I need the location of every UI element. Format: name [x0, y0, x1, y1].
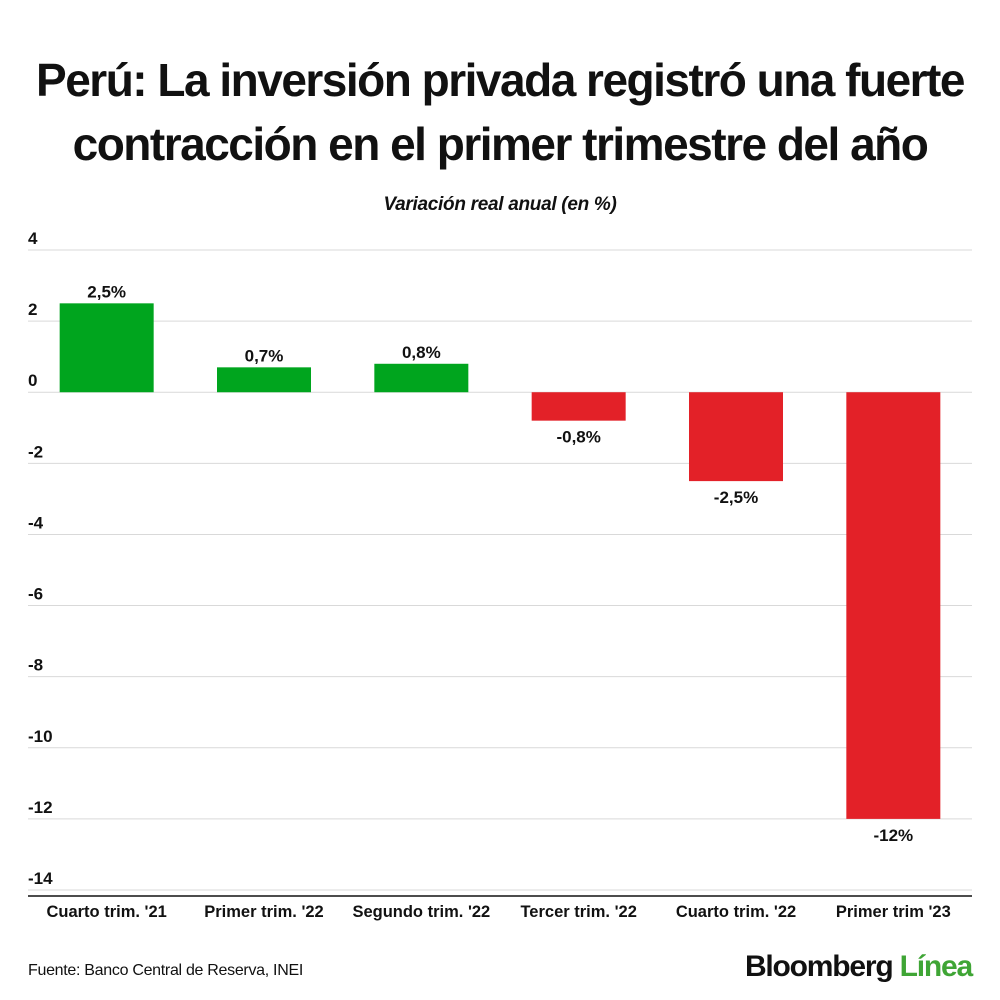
logo-word-bloomberg: Bloomberg: [744, 950, 894, 983]
data-label: 2,5%: [87, 282, 126, 301]
data-label: -0,8%: [556, 428, 600, 447]
logo-word-linea: Línea: [899, 950, 974, 983]
data-label: 0,7%: [245, 346, 284, 365]
bloomberg-linea-logo: Bloomberg Línea: [744, 950, 974, 984]
x-tick-label: Segundo trim. '22: [352, 903, 490, 921]
bar: [531, 392, 626, 421]
y-tick-label: -10: [28, 727, 53, 746]
chart-subtitle: Variación real anual (en %): [383, 194, 617, 215]
source-note: Fuente: Banco Central de Reserva, INEI: [28, 962, 303, 979]
x-tick-label: Cuarto trim. '21: [46, 903, 166, 921]
data-label: -12%: [873, 826, 913, 845]
data-label: 0,8%: [402, 343, 441, 362]
y-tick-label: -2: [28, 442, 43, 461]
y-tick-label: 2: [28, 300, 37, 319]
bar-chart: 4 2 0 -2 -4 -6 -8 -10 -12 -14 2,5% Cuarto trim. '21…: [28, 229, 972, 921]
bar: [217, 367, 311, 393]
chart-title: Perú: La inversión privada registró una …: [36, 54, 965, 170]
bar: [59, 303, 154, 393]
bar: [689, 392, 783, 482]
x-tick-label: Tercer trim. '22: [520, 903, 636, 921]
bar: [846, 392, 941, 819]
y-tick-label: -8: [28, 656, 43, 675]
y-tick-label: 0: [28, 371, 37, 390]
x-tick-label: Primer trim '23: [836, 903, 951, 921]
y-tick-label: -4: [28, 513, 44, 532]
x-tick-label: Cuarto trim. '22: [676, 903, 796, 921]
data-label: -2,5%: [714, 488, 758, 507]
y-tick-label: -6: [28, 585, 43, 604]
x-tick-label: Primer trim. '22: [204, 903, 323, 921]
y-tick-label: -12: [28, 798, 53, 817]
y-tick-label: 4: [28, 229, 38, 248]
y-tick-label: -14: [28, 869, 53, 888]
bar: [374, 363, 469, 393]
